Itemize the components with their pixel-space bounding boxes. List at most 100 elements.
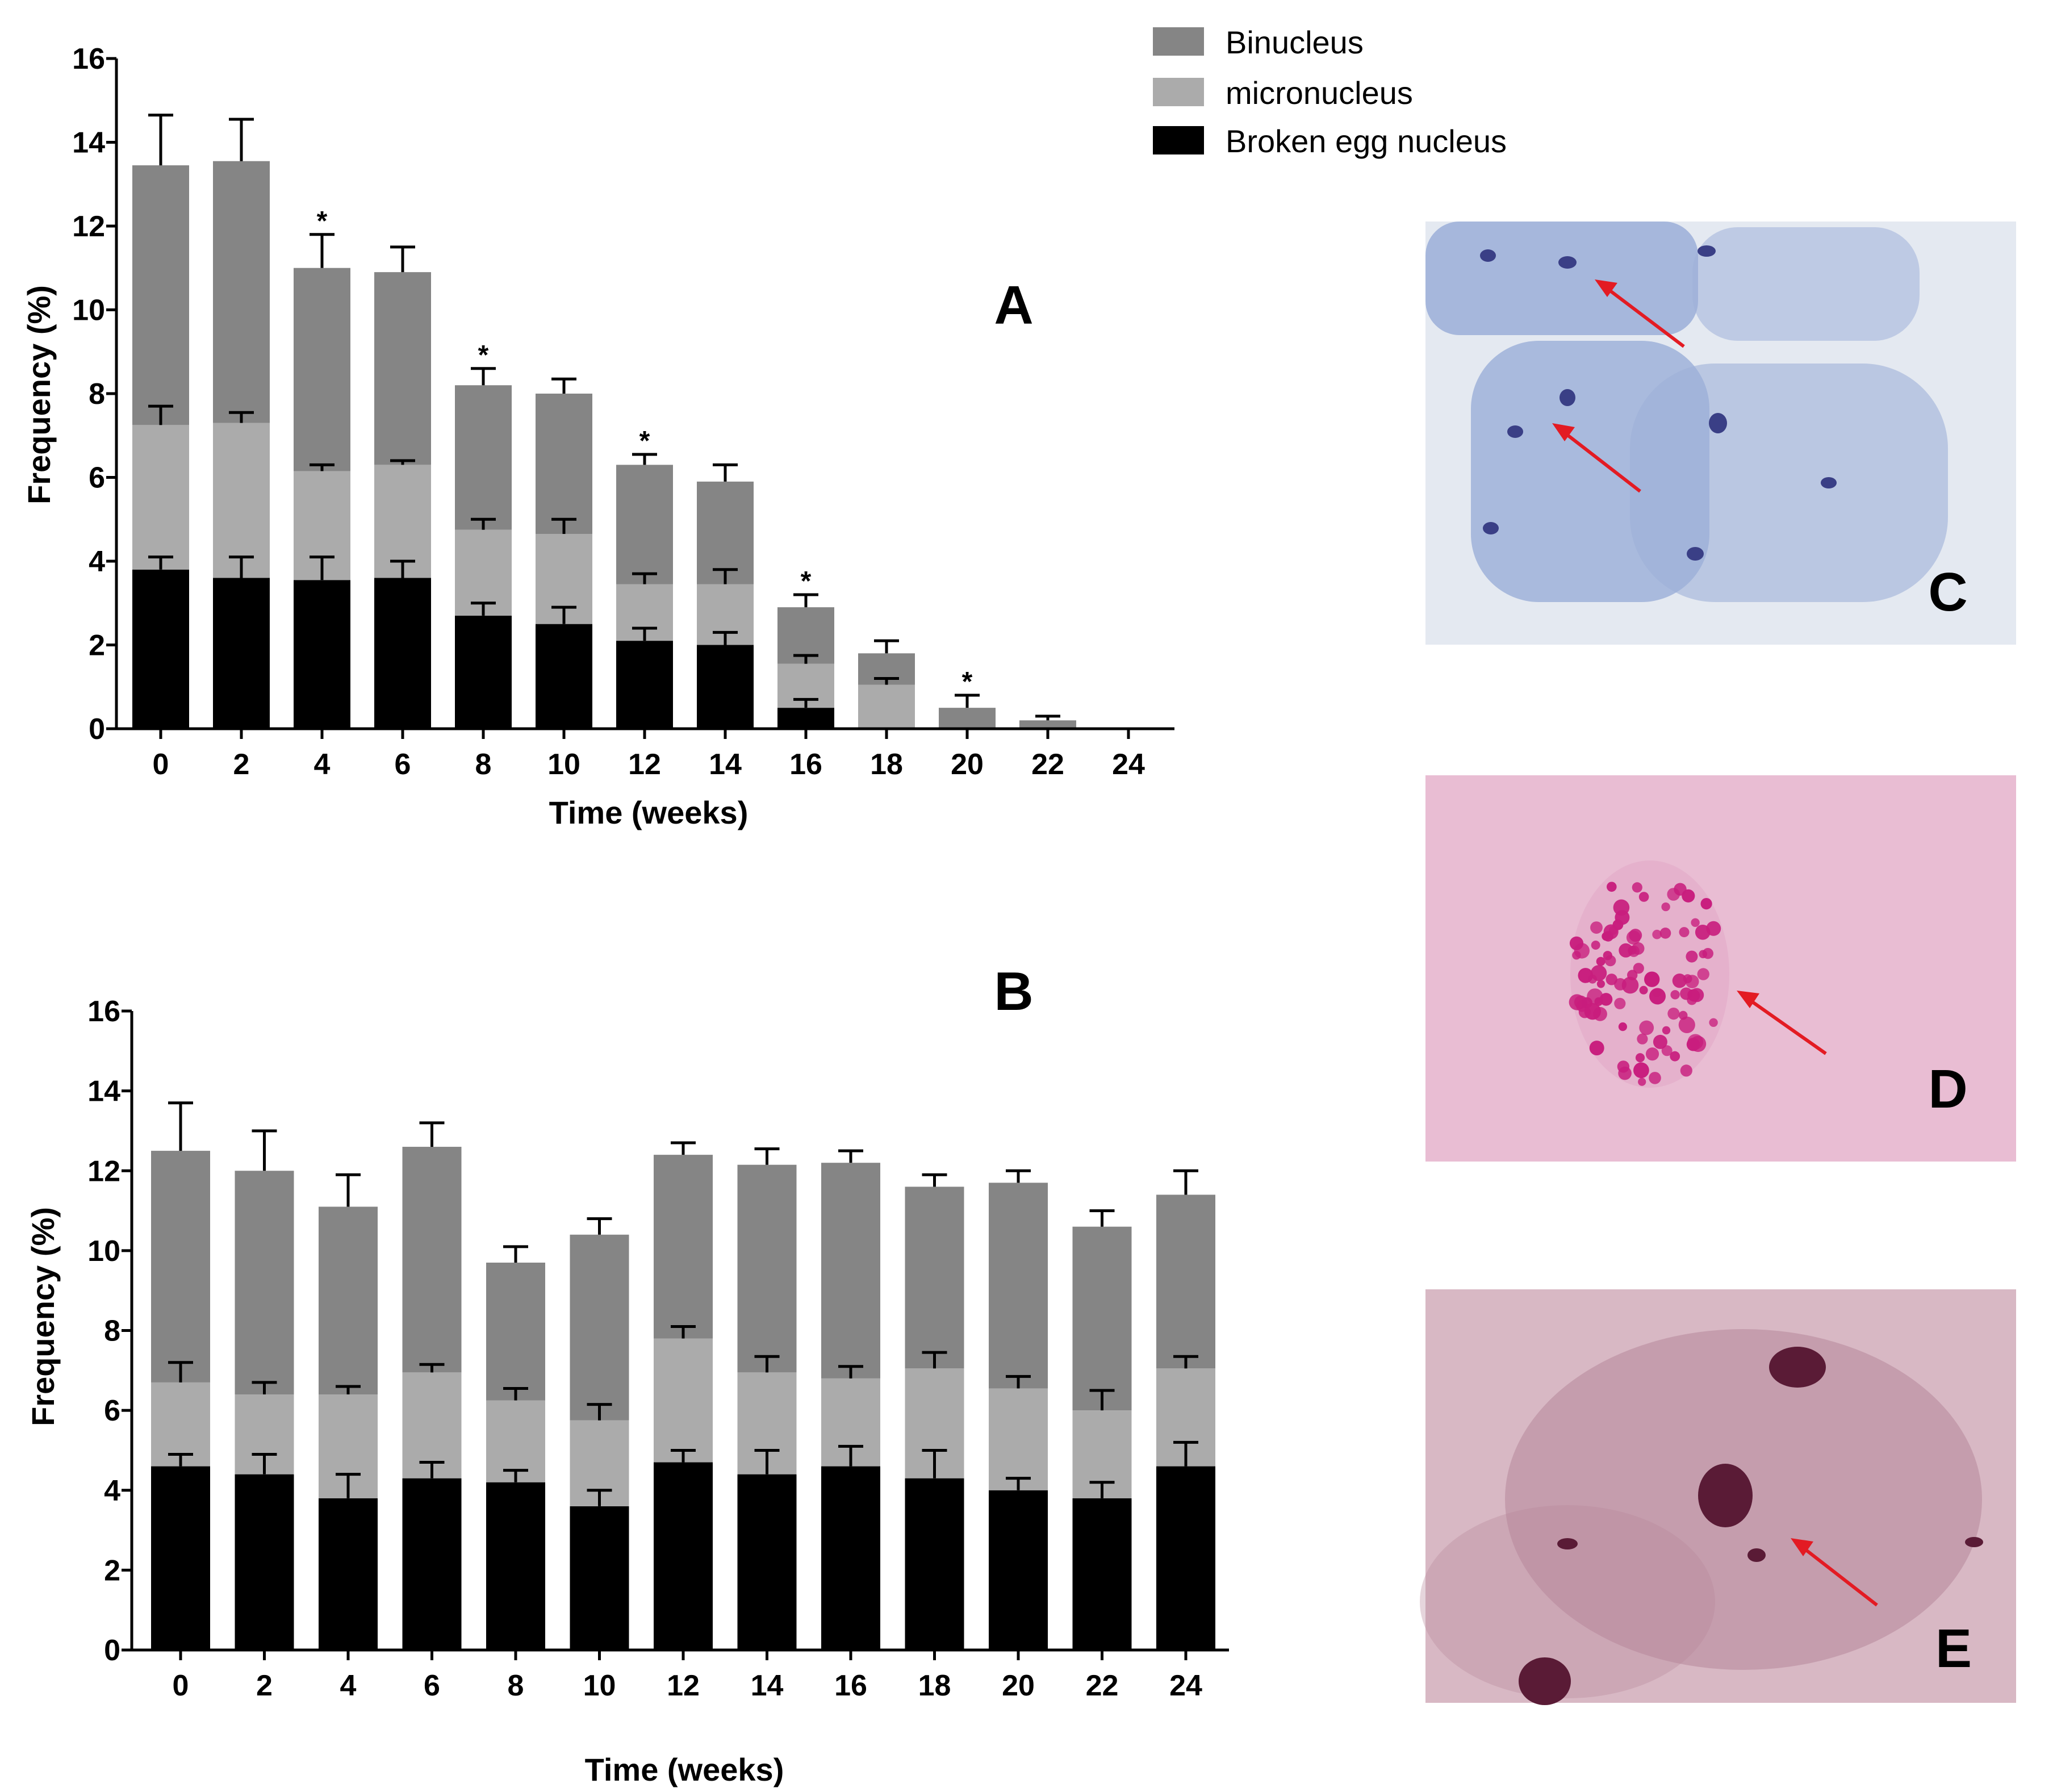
chart-b-bar-micronucleus [989,1388,1048,1490]
chart-b-bar-binucleus [654,1155,713,1339]
chart-a-y-tick-label: 16 [72,43,105,76]
chart-a-bar-micronucleus [132,425,189,570]
chart-a-bar-broken-egg-nucleus [213,578,270,729]
chart-b-bar-broken-egg-nucleus [570,1506,629,1650]
photo-d-micronucleus [1596,980,1605,988]
photo-d-micronucleus [1682,889,1695,903]
chart-a-y-axis-title: Frequency (%) [21,285,57,504]
photo-d-micronucleus [1644,971,1660,987]
chart-b-bar-micronucleus [402,1372,462,1478]
chart-a-significance-mark: * [639,426,650,456]
legend-swatch-micronucleus [1153,78,1204,106]
photo-d-micronucleus [1637,1033,1648,1045]
chart-a-y-tick-label: 2 [89,629,105,662]
photo-d-micronucleus [1596,956,1606,966]
photo-d-micronucleus [1572,951,1581,960]
photo-d-arrows [1737,991,1827,1055]
chart-b-y-tick-label: 10 [87,1235,120,1268]
chart-b-bar-binucleus [402,1147,462,1373]
chart-a-bar-broken-egg-nucleus [616,641,673,729]
chart-b-bar-broken-egg-nucleus [654,1462,713,1650]
photo-d-micronucleus [1680,1064,1692,1077]
chart-b-x-tick-label: 6 [424,1669,440,1702]
photo-d-micronucleus [1633,963,1644,974]
photo-d-micronucleus [1607,882,1617,892]
photo-e-nucleus [1965,1537,1983,1547]
chart-a-bar-micronucleus [213,423,270,578]
photo-d-micronucleus [1659,928,1671,939]
photo-d-micronucleus [1649,1072,1661,1084]
legend: Binucleus micronucleus Broken egg nucleu… [1153,24,1507,159]
chart-b-bar-micronucleus [151,1382,210,1467]
photo-d-micronucleus [1686,950,1698,963]
photo-d-micronucleus [1590,921,1603,934]
chart-b-bar-broken-egg-nucleus [737,1474,797,1650]
photo-c-nucleus [1507,425,1523,438]
chart-a-bar-broken-egg-nucleus [132,569,189,729]
chart-b-bar-binucleus [821,1163,880,1379]
chart-b-bar-broken-egg-nucleus [821,1466,880,1650]
chart-b-bar-binucleus [235,1171,294,1394]
photo-d-micronucleus [1635,1053,1645,1063]
photo-e-cell [1420,1505,1715,1698]
photo-d-micronucleus [1626,930,1641,945]
photo-d: D [1425,775,2016,1162]
chart-b-y-tick-label: 8 [104,1315,120,1348]
photo-c-nucleus [1698,245,1716,257]
photo-c: C [1425,222,2016,645]
chart-b-y-tick-label: 2 [104,1554,120,1587]
chart-a-y-tick-label: 0 [89,713,105,746]
photo-d-arrow-shaft [1748,998,1827,1055]
photo-d-micronucleus [1662,1026,1671,1035]
chart-a-bars: * * * * * [132,114,1076,729]
photo-d-micronucleus [1672,974,1687,988]
chart-a-x-tick-label: 20 [951,748,984,781]
chart-a-x-tick-label: 14 [709,748,742,781]
photo-d-micronucleus [1633,1062,1649,1079]
photo-d-micronucleus [1638,1077,1646,1086]
chart-a-bar-binucleus [697,481,754,584]
legend-label-binucleus: Binucleus [1226,24,1364,60]
chart-a-bar-binucleus [294,268,350,471]
photo-d-micronucleus [1639,1020,1654,1035]
chart-b-x-tick-label: 16 [834,1669,867,1702]
chart-a-y-tick-label: 10 [72,294,105,327]
chart-a-bar-binucleus [939,708,996,729]
chart-b-y-tick-label: 4 [104,1474,120,1507]
chart-b-x-tick-label: 8 [508,1669,524,1702]
photo-d-micronucleus [1678,1010,1688,1020]
photo-e-arrows [1791,1538,1878,1607]
photo-c-cell [1425,222,1698,335]
chart-b-x-tick-label: 10 [583,1669,616,1702]
photo-e: E [1420,1289,2016,1705]
photo-d-micronucleus [1618,1022,1627,1031]
photo-c-nucleus [1558,256,1577,269]
chart-a-bar-binucleus [213,161,270,423]
chart-b-bars [151,1101,1215,1650]
chart-a-x-tick-label: 12 [628,748,661,781]
photo-c-arrow-shaft [1606,287,1685,348]
chart-a-y-tick-label: 6 [89,462,105,495]
chart-a-x-tick-label: 22 [1031,748,1064,781]
photo-d-micronucleus [1678,1016,1695,1033]
chart-a-bar-broken-egg-nucleus [536,624,592,729]
chart-a-significance-mark: * [317,206,328,236]
chart-a-x-tick-label: 16 [789,748,822,781]
chart-b-bar-binucleus [151,1151,210,1382]
photo-d-micronuclei-cluster [1569,861,1729,1088]
photo-d-micronucleus [1695,925,1711,940]
chart-b-x-tick-label: 12 [667,1669,700,1702]
photo-d-micronucleus [1578,968,1594,983]
photo-e-nucleus [1698,1464,1753,1527]
chart-b-bar-binucleus [989,1183,1048,1389]
chart-a-bar-broken-egg-nucleus [374,578,431,729]
photo-c-arrow-shaft [1563,431,1641,493]
chart-a-bar-broken-egg-nucleus [697,645,754,729]
chart-b-bar-broken-egg-nucleus [319,1498,378,1650]
photo-d-micronucleus [1670,1051,1680,1062]
chart-b-x-tick-label: 2 [256,1669,273,1702]
photo-d-micronucleus [1614,978,1627,991]
